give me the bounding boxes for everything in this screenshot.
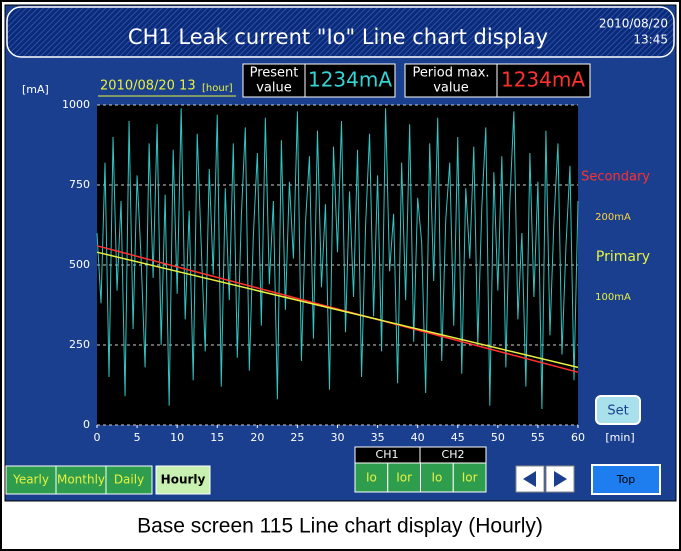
period-button-text[interactable]: Hourly	[161, 473, 206, 487]
x-tick-label: 25	[290, 431, 304, 444]
y-tick-label: 750	[69, 178, 90, 191]
x-tick-label: 5	[134, 431, 141, 444]
header-bar	[6, 6, 675, 58]
channel-name: CH2	[442, 448, 465, 461]
period-button[interactable]	[55, 465, 107, 495]
channel-button[interactable]	[452, 462, 487, 493]
period-button[interactable]	[105, 465, 153, 495]
y-tick-label: 0	[83, 418, 90, 431]
top-button[interactable]: Top	[591, 464, 661, 495]
series-line	[96, 251, 579, 369]
title: CH1 Leak current "Io" Line chart display	[128, 25, 548, 49]
time: 13:45	[633, 33, 668, 47]
channel-button-text[interactable]: Io	[431, 471, 442, 485]
x-tick-label: 55	[531, 431, 545, 444]
arrow-right[interactable]	[554, 471, 567, 487]
x-tick-label: 35	[371, 431, 385, 444]
period-button-text[interactable]: Monthly	[57, 473, 105, 487]
arrow-left[interactable]	[523, 471, 536, 487]
y-tick-label: 250	[69, 338, 90, 351]
present-value: 1234mA	[308, 68, 392, 92]
primary-label: Primary	[596, 249, 650, 265]
date: 2010/08/20	[599, 17, 668, 31]
next-button-bg[interactable]	[545, 465, 575, 493]
x-tick-label: 30	[331, 431, 345, 444]
period-button-text[interactable]: Yearly	[12, 473, 49, 487]
channel-button[interactable]	[354, 462, 389, 493]
series-line	[96, 108, 579, 410]
x-tick-label: 50	[491, 431, 505, 444]
channel-name: CH1	[376, 448, 399, 461]
secondary-label: Secondary	[581, 170, 650, 185]
set-button-text[interactable]: Set	[607, 404, 628, 419]
present-value-box	[304, 63, 396, 98]
channel-button-text[interactable]: Ior	[396, 471, 412, 485]
present-label: value	[256, 81, 292, 96]
y-tick-label: 500	[69, 258, 90, 271]
top-button-bg[interactable]	[591, 464, 661, 495]
x-tick-label: 0	[94, 431, 101, 444]
max-label: value	[433, 81, 469, 96]
channel-button[interactable]	[420, 462, 454, 493]
max-value-box	[496, 63, 591, 98]
x-tick-label: 40	[411, 431, 425, 444]
channel-button-text[interactable]: Ior	[462, 471, 478, 485]
set-button[interactable]: Set	[595, 395, 641, 425]
x-tick-label: 10	[170, 431, 184, 444]
next-button[interactable]	[545, 465, 575, 493]
x-tick-label: 45	[451, 431, 465, 444]
set-button-bg[interactable]	[595, 395, 641, 425]
period-button[interactable]	[155, 465, 211, 495]
period-unit: [hour]	[202, 83, 233, 94]
x-tick-label: 20	[250, 431, 264, 444]
max-value: 1234mA	[501, 68, 585, 92]
caption: Base screen 115 Line chart display (Hour…	[137, 515, 543, 538]
secondary-value: 200mA	[595, 212, 631, 223]
x-tick-label: 60	[571, 431, 585, 444]
primary-value: 100mA	[595, 292, 631, 303]
series-line	[96, 245, 579, 373]
x-axis-label: [min]	[605, 431, 634, 444]
max-label: Period max.	[412, 66, 489, 81]
prev-button[interactable]	[515, 465, 545, 493]
channel-button-text[interactable]: Io	[366, 471, 377, 485]
period: 2010/08/20 13	[100, 79, 196, 94]
unit: [mA]	[22, 83, 49, 96]
top-button-text[interactable]: Top	[616, 473, 636, 486]
present-label-box	[242, 63, 306, 98]
present-label: Present	[250, 66, 299, 81]
period-button-text[interactable]: Daily	[114, 473, 144, 487]
x-tick-label: 15	[210, 431, 224, 444]
y-tick-label: 1000	[62, 98, 90, 111]
channel-button[interactable]	[387, 462, 421, 493]
